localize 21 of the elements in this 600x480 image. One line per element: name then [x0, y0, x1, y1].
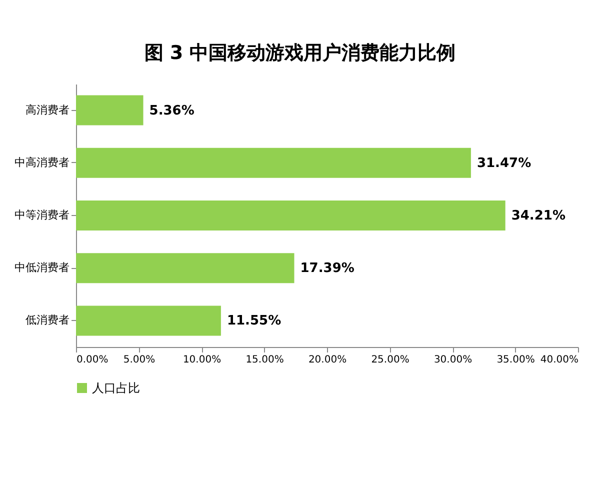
- legend-label: 人口占比: [92, 381, 140, 395]
- data-label: 17.39%: [300, 261, 354, 276]
- y-tick-label: 中低消费者: [14, 261, 70, 274]
- x-tick-label: 25.00%: [371, 354, 410, 366]
- x-tick-label: 20.00%: [308, 354, 347, 366]
- y-tick-label: 中等消费者: [14, 208, 70, 222]
- data-label: 5.36%: [149, 103, 194, 118]
- x-tick-label: 35.00%: [496, 354, 535, 366]
- data-label: 11.55%: [226, 314, 282, 329]
- x-tick-label: 10.00%: [182, 354, 222, 366]
- x-tick-label: 0.00%: [76, 354, 108, 366]
- x-tick-label: 15.00%: [246, 354, 284, 366]
- x-tick-label: 5.00%: [123, 354, 156, 366]
- chart-title: 图 3 中国移动游戏用户消费能力比例: [143, 41, 457, 66]
- x-tick-label: 30.00%: [434, 354, 472, 366]
- x-tick-label: 40.00%: [540, 354, 578, 366]
- data-label: 34.21%: [511, 208, 566, 224]
- y-tick-label: 低消费者: [26, 314, 70, 327]
- data-label: 31.47%: [476, 156, 532, 171]
- y-tick-label: 高消费者: [26, 103, 70, 116]
- y-tick-label: 中高消费者: [14, 156, 70, 169]
